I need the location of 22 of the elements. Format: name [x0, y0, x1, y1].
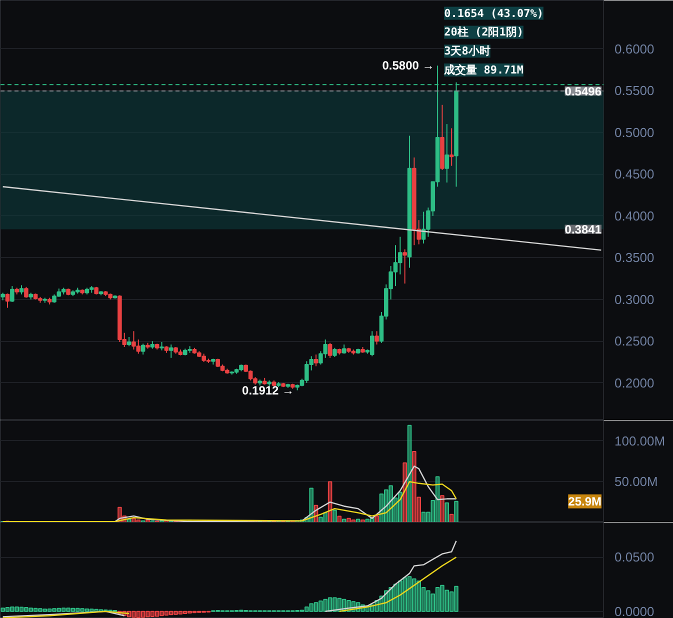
- y-tick-label: 50.00M: [614, 474, 658, 490]
- annotation: 0.5800 →: [382, 58, 434, 73]
- y-tick-label: 100.00M: [614, 433, 666, 448]
- y-tick-label: 0.5000: [614, 124, 654, 140]
- y-tick-label: 0.5500: [614, 83, 654, 98]
- annotation: 成交量 89.71M: [443, 64, 524, 76]
- y-tick-label: 0.4000: [614, 208, 654, 224]
- y-tick-label: 0.6000: [614, 41, 654, 56]
- y-tick-label: 0.3500: [614, 250, 654, 266]
- y-tick-label: 0.2000: [614, 375, 654, 390]
- y-tick-label: 0.2500: [614, 334, 654, 349]
- band-label: 0.3841: [564, 222, 602, 237]
- annotation: 20柱 (2阳1阴): [444, 26, 524, 39]
- annotation: 25.9M: [568, 494, 602, 508]
- annotation: 0.1654 (43.07%): [444, 6, 544, 20]
- annotation: 3天8小时: [444, 44, 490, 58]
- y-tick-label: 0.3000: [614, 292, 654, 307]
- annotation: 0.1912 →: [242, 383, 294, 398]
- y-tick-label: 0.0000: [614, 604, 654, 618]
- ref-line-label: 0.5496: [564, 84, 602, 99]
- y-tick-label: 0.4500: [614, 166, 654, 182]
- y-tick-label: 0.0500: [614, 550, 654, 565]
